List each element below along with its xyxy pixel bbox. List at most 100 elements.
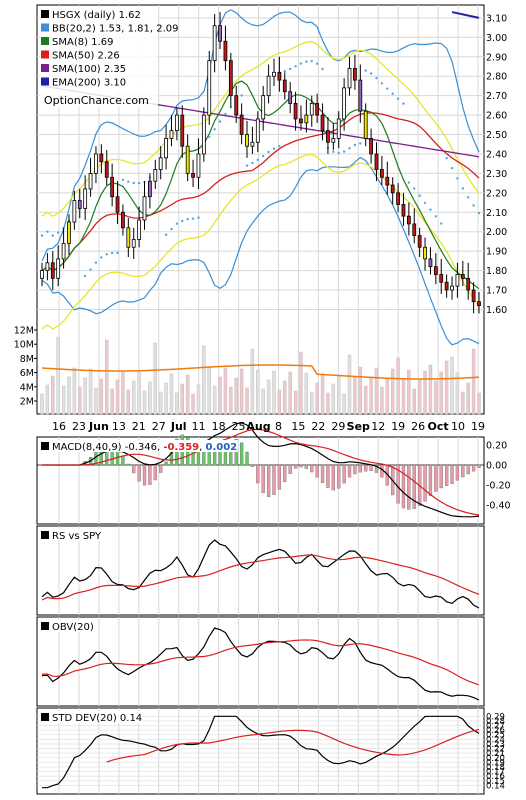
macd-signal-line <box>42 428 480 516</box>
legend-entry: SMA(100) 2.35 <box>52 64 126 75</box>
x-tick-label: 19 <box>471 420 485 433</box>
rs-title: RS vs SPY <box>40 529 104 542</box>
macd-histogram-bar <box>121 455 125 466</box>
volume-bar <box>277 389 282 415</box>
candle-body <box>347 68 352 89</box>
volume-bar <box>396 357 400 415</box>
volume-bar <box>115 379 120 415</box>
indicator-overlays <box>40 9 481 380</box>
sar-dot <box>434 215 438 218</box>
macd-histogram-bar <box>439 464 443 489</box>
macd-histogram-bar <box>401 464 406 509</box>
x-tick-label: 23 <box>72 420 86 433</box>
candle-body <box>239 114 244 135</box>
candle-body <box>266 75 271 97</box>
sar-dot <box>310 59 313 63</box>
volume-bar <box>126 389 131 415</box>
volume-bar <box>164 382 168 415</box>
x-tick-label: 19 <box>391 420 405 433</box>
legend-swatch <box>41 64 49 72</box>
sar-dot <box>175 222 179 225</box>
sar-dot <box>213 128 216 131</box>
candle-body <box>94 153 98 174</box>
candle-body <box>110 176 115 198</box>
sar-dot <box>208 135 211 139</box>
lower-panels <box>37 422 484 789</box>
macd-histogram-bar <box>342 464 346 484</box>
candlesticks <box>40 12 481 314</box>
stddev-title: STD DEV(20) 0.14 <box>40 711 142 724</box>
macd-histogram-bar <box>137 464 141 482</box>
x-tick-label: 15 <box>291 420 305 433</box>
candle-body <box>433 266 438 275</box>
bollinger-lower-line <box>41 156 480 346</box>
candle-body <box>250 141 255 147</box>
volume-bar <box>148 381 152 415</box>
candle-body <box>261 95 266 120</box>
volume-bar <box>105 339 109 415</box>
volume-bar <box>455 372 460 415</box>
candle-body <box>185 145 190 174</box>
macd-histogram-bar <box>374 464 379 473</box>
volume-bar <box>358 366 363 415</box>
macd-histogram-bar <box>471 464 476 472</box>
macd-histogram-bar <box>423 464 427 502</box>
macd-tick-label: -0.40 <box>486 501 511 512</box>
macd-histogram-bar <box>245 451 249 466</box>
svg-text:STD DEV(20) 0.14: STD DEV(20) 0.14 <box>52 713 142 724</box>
candle-body <box>401 204 406 217</box>
price-tick-label: 2.70 <box>486 91 507 102</box>
candle-body <box>67 221 71 244</box>
sar-dot <box>305 60 308 63</box>
volume-bar <box>142 390 147 415</box>
rs-line <box>41 539 480 609</box>
candle-body <box>423 246 427 260</box>
price-tick-label: 2.20 <box>486 188 507 199</box>
macd-title: MACD(8,40,9) -0.346, -0.359, 0.002 <box>40 440 238 453</box>
legend-swatch <box>41 23 49 32</box>
macd-histogram-bar <box>234 439 238 466</box>
candle-body <box>390 184 395 194</box>
legend-swatch <box>41 37 49 45</box>
volume-bar <box>83 377 87 415</box>
x-tick-label: 8 <box>275 420 282 433</box>
candle-body <box>223 40 228 62</box>
sar-dot <box>186 218 189 221</box>
sar-dot <box>94 261 98 264</box>
macd-tick-label: 0.00 <box>486 461 507 472</box>
candle-body <box>342 87 347 120</box>
volume-bar <box>444 360 449 415</box>
x-tick-label: 16 <box>52 420 66 433</box>
volume-tick-label: 8M <box>20 354 34 365</box>
svg-text:MACD(8,40,9) -0.346, -0.359, 0: MACD(8,40,9) -0.346, -0.359, 0.002 <box>52 442 237 453</box>
sar-dot <box>396 97 400 100</box>
stddev-tick-label: 0.15 <box>486 777 505 787</box>
volume-bar <box>45 384 50 415</box>
sar-dot <box>272 147 276 150</box>
macd-histogram-bar <box>434 464 438 492</box>
volume-bar <box>40 393 44 415</box>
volume-bar <box>407 369 411 415</box>
sar-dot <box>467 196 470 199</box>
volume-average-line <box>41 364 480 380</box>
volume-bar <box>428 364 433 415</box>
candle-body <box>428 258 433 268</box>
candle-body <box>83 188 88 209</box>
candle-body <box>121 211 125 229</box>
macd-histogram-bar <box>266 464 271 498</box>
sar-dot <box>267 150 270 154</box>
candle-body <box>104 161 109 178</box>
price-tick-label: 2.40 <box>486 149 507 160</box>
sar-dot <box>218 120 222 123</box>
volume-bar <box>288 371 292 415</box>
candle-body <box>277 71 282 81</box>
volume-bar <box>158 391 163 415</box>
macd-histogram-bar <box>148 464 152 485</box>
volume-bar <box>250 348 255 415</box>
macd-histogram-bar <box>380 464 384 478</box>
sar-dot <box>191 217 195 220</box>
macd-histogram-bar <box>369 464 373 471</box>
candle-body <box>142 196 147 221</box>
candle-body <box>228 60 233 97</box>
sar-dot <box>181 219 184 223</box>
